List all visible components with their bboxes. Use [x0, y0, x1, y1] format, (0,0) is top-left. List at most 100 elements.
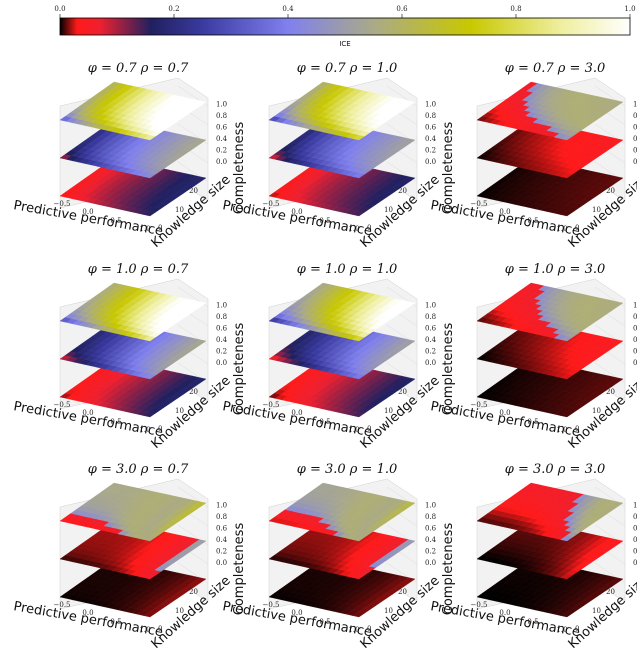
x-tick-label: 0.0 [82, 409, 93, 417]
surface-cell [193, 377, 207, 384]
z-tick-label: 0.4 [633, 336, 637, 344]
y-tick-label: 20 [606, 388, 615, 396]
colorbar-tick-label: 0.0 [54, 5, 65, 13]
y-tick-label: 20 [189, 187, 198, 195]
z-tick-label: 1.0 [216, 502, 227, 510]
panel-0.7-0.7: φ = 0.7 ρ = 0.7 0.0 0.2 0.4 0.6 0.8 1.0 −0.5 0.0… [12, 61, 247, 251]
panel-title: φ = 1.0 ρ = 1.0 [297, 262, 398, 277]
surface-layer [476, 81, 624, 141]
z-tick-label: 0.4 [633, 135, 637, 143]
surface-cell [402, 176, 416, 183]
surface-cell [193, 138, 207, 145]
x-tick-label: −0.5 [471, 200, 488, 208]
z-tick-label: 0.2 [633, 348, 637, 356]
z-tick-label: 1.0 [216, 101, 227, 109]
y-tick-label: 0 [575, 224, 579, 232]
z-tick-label: 0.6 [216, 325, 228, 333]
z-axis-label: Completeness [232, 122, 247, 215]
x-tick-label: 0.5 [319, 217, 330, 225]
z-axis-label: Completeness [441, 122, 456, 215]
x-tick-label: 0.5 [110, 217, 121, 225]
panel-1.0-3.0: φ = 1.0 ρ = 3.00.00.20.40.60.81.0−0.50.0… [429, 262, 637, 452]
y-tick-label: 10 [384, 206, 393, 214]
surface-layer [59, 157, 207, 217]
y-tick-label: 20 [606, 187, 615, 195]
surface-layer [268, 81, 416, 141]
panel-grid: φ = 0.7 ρ = 0.7 0.0 0.2 0.4 0.6 0.8 1.0 −0.5 0.0… [12, 61, 637, 652]
z-tick-label: 0.6 [425, 325, 437, 333]
panel-1.0-1.0: φ = 1.0 ρ = 1.00.00.20.40.60.81.0−0.50.0… [221, 262, 456, 452]
x-tick-label: −0.5 [263, 200, 280, 208]
z-tick-label: 0.4 [216, 536, 228, 544]
colorbar-tick-label: 1.0 [624, 5, 635, 13]
z-tick-label: 0.0 [425, 158, 436, 166]
z-tick-label: 0.6 [633, 325, 637, 333]
y-tick-label: 20 [398, 588, 407, 596]
y-tick-label: 0 [158, 224, 162, 232]
z-tick-label: 0.4 [633, 536, 637, 544]
z-tick-label: 0.8 [425, 513, 436, 521]
z-tick-label: 0.8 [216, 112, 227, 120]
z-tick-label: 1.0 [633, 302, 637, 310]
surface-cell [193, 100, 207, 107]
z-tick-label: 0.0 [216, 158, 227, 166]
z-tick-label: 0.0 [425, 359, 436, 367]
z-tick-label: 1.0 [425, 502, 436, 510]
z-tick-label: 0.2 [633, 548, 637, 556]
z-tick-label: 0.8 [633, 513, 637, 521]
surface-cell [610, 138, 624, 145]
colorbar-tick-label: 0.8 [510, 5, 521, 13]
z-tick-label: 0.4 [425, 536, 437, 544]
x-tick-label: 0.5 [110, 418, 121, 426]
z-tick-label: 0.6 [216, 525, 228, 533]
z-tick-label: 0.6 [216, 124, 228, 132]
x-tick-label: 0.0 [499, 208, 510, 216]
surface-cell [610, 176, 624, 183]
z-tick-label: 0.4 [425, 135, 437, 143]
x-tick-label: 1.0 [556, 225, 567, 233]
z-tick-label: 0.4 [216, 135, 228, 143]
x-tick-label: 0.0 [82, 208, 93, 216]
z-tick-label: 0.0 [633, 559, 637, 567]
z-tick-label: 0.8 [216, 313, 227, 321]
y-tick-label: 10 [175, 407, 184, 415]
surface-layer [59, 320, 207, 380]
x-tick-label: −0.5 [54, 401, 71, 409]
z-tick-label: 0.0 [216, 359, 227, 367]
panel-title: φ = 3.0 ρ = 1.0 [297, 462, 398, 477]
panel-title: φ = 3.0 ρ = 3.0 [505, 462, 606, 477]
surface-layer [59, 81, 207, 141]
surface-cell [402, 138, 416, 145]
colorbar-label: ICE [339, 40, 350, 48]
panel-1.0-0.7: φ = 1.0 ρ = 0.7 0.0 0.2 0.4 0.6 0.8 1.0 −0.5 0.0… [12, 262, 247, 452]
surface-layer [268, 119, 416, 179]
surface-cell [402, 377, 416, 384]
y-tick-label: 10 [175, 206, 184, 214]
z-tick-label: 0.8 [425, 313, 436, 321]
colorbar-tick-label: 0.4 [282, 5, 294, 13]
panel-3.0-1.0: φ = 3.0 ρ = 1.00.00.20.40.60.81.0−0.50.0… [221, 462, 456, 652]
z-tick-label: 0.2 [633, 147, 637, 155]
surface-cell [193, 176, 207, 183]
z-tick-label: 0.6 [425, 525, 437, 533]
y-tick-label: 20 [189, 388, 198, 396]
y-tick-label: 0 [367, 224, 371, 232]
x-tick-label: 0.0 [291, 208, 302, 216]
z-tick-label: 0.8 [633, 313, 637, 321]
surface-cell [610, 100, 624, 107]
z-tick-label: 0.0 [425, 559, 436, 567]
z-tick-label: 0.2 [216, 548, 227, 556]
z-tick-label: 0.8 [425, 112, 436, 120]
z-tick-label: 0.6 [633, 525, 637, 533]
z-axis-label: Completeness [232, 323, 247, 416]
z-tick-label: 1.0 [633, 502, 637, 510]
colorbar: 0.0 0.2 0.4 0.6 0.8 1.0 ICE [54, 5, 635, 48]
z-tick-label: 0.2 [425, 147, 436, 155]
panel-3.0-3.0: φ = 3.0 ρ = 3.00.00.20.40.60.81.0−0.50.0… [429, 462, 637, 652]
x-tick-label: −0.5 [54, 200, 71, 208]
z-tick-label: 0.2 [425, 348, 436, 356]
panel-title: φ = 0.7 ρ = 0.7 [88, 61, 189, 76]
z-tick-label: 0.8 [633, 112, 637, 120]
z-tick-label: 1.0 [633, 101, 637, 109]
